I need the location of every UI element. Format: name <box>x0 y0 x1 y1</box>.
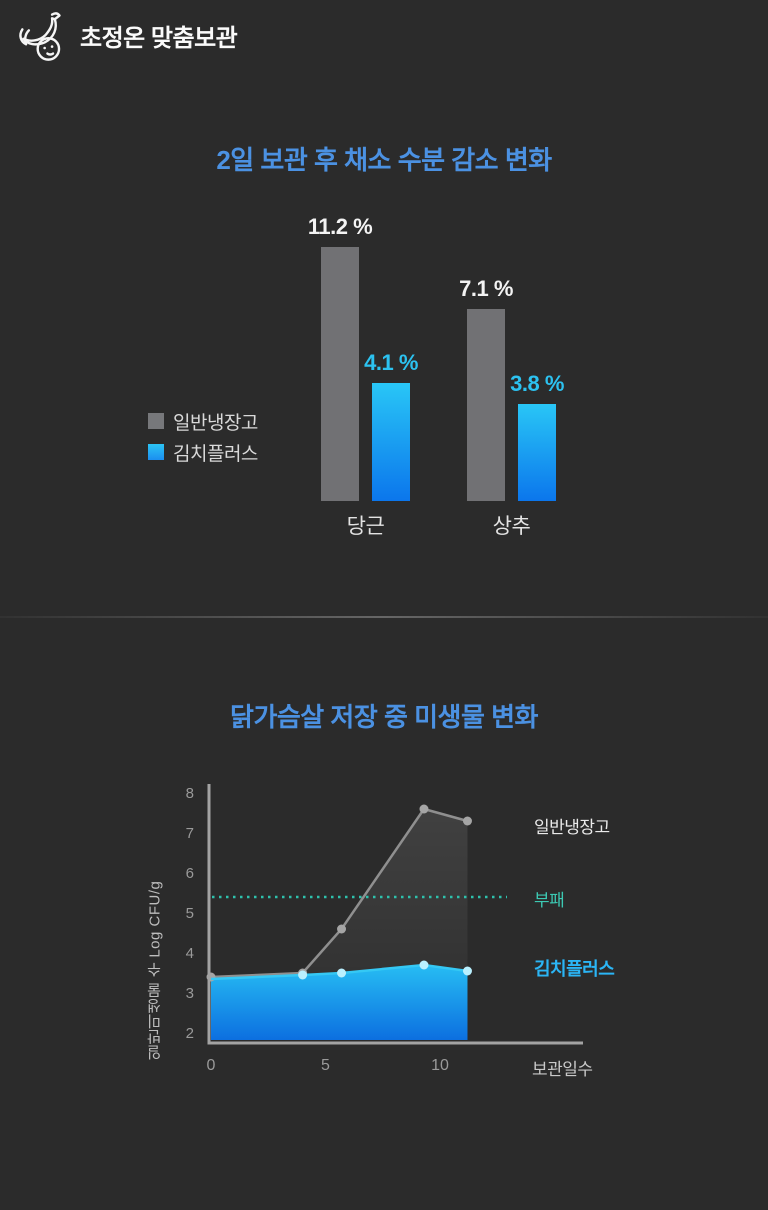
marker-normal-fridge <box>337 924 347 934</box>
category-label-1: 상추 <box>492 515 531 538</box>
section-divider <box>0 616 768 618</box>
bar-chart-legend: 일반냉장고 김치플러스 <box>148 412 258 474</box>
bar-value-label: 11.2 % <box>307 214 373 239</box>
app-header: 초정온 맞춤보관 <box>14 8 238 62</box>
marker-kimchi-plus <box>462 966 472 976</box>
x-tick-label: 5 <box>321 1057 330 1074</box>
x-axis-label: 보관일수 <box>532 1060 593 1079</box>
series-label-kimchi-plus: 김치플러스 <box>534 959 615 979</box>
bar-value-label: 4.1 % <box>364 350 418 375</box>
bar-normal-fridge-1 <box>467 309 505 501</box>
bar-value-label: 3.8 % <box>510 371 564 396</box>
marker-kimchi-plus <box>419 960 429 970</box>
gray-swatch-icon <box>148 413 164 429</box>
threshold-label-spoilage: 부패 <box>534 891 565 910</box>
marker-kimchi-plus <box>337 968 347 978</box>
microbe-line-chart: 2 3 4 5 6 7 8 0 5 10 <box>186 784 583 1074</box>
bar-normal-fridge-0 <box>321 247 359 501</box>
y-axis-label: 일반미생물 수 Log CFU/g <box>146 880 164 1060</box>
app-title: 초정온 맞춤보관 <box>80 24 238 52</box>
blue-area-fill <box>211 965 468 1040</box>
fruit-banana-icon <box>14 8 66 62</box>
category-label-0: 당근 <box>346 515 385 538</box>
moisture-chart-title: 2일 보관 후 채소 수분 감소 변화 <box>216 145 552 175</box>
bar-kimchi-plus-0 <box>372 383 410 501</box>
legend-item-kimchi-plus: 김치플러스 <box>148 443 258 465</box>
legend-label-normal-fridge: 일반냉장고 <box>173 412 258 434</box>
y-tick-label: 6 <box>186 865 194 882</box>
marker-normal-fridge <box>419 804 429 814</box>
y-tick-label: 4 <box>186 945 194 962</box>
bar-value-label: 7.1 % <box>459 276 513 301</box>
moisture-bar-chart: 11.2 % 4.1 % 당근 7.1 % 3.8 % 상추 <box>0 0 768 560</box>
x-tick-label: 0 <box>207 1057 216 1074</box>
y-tick-label: 3 <box>186 985 194 1002</box>
series-label-normal-fridge: 일반냉장고 <box>534 818 610 837</box>
blue-swatch-icon <box>148 444 164 460</box>
legend-label-kimchi-plus: 김치플러스 <box>173 443 258 465</box>
x-tick-label: 10 <box>431 1057 449 1074</box>
y-tick-label: 2 <box>186 1025 194 1042</box>
y-tick-label: 5 <box>186 905 194 922</box>
microbe-chart-title: 닭가슴살 저장 중 미생물 변화 <box>230 702 538 732</box>
bar-kimchi-plus-1 <box>518 404 556 501</box>
marker-kimchi-plus <box>298 970 308 980</box>
y-tick-label: 8 <box>186 785 194 802</box>
marker-normal-fridge <box>462 816 472 826</box>
y-tick-label: 7 <box>186 825 194 842</box>
legend-item-normal-fridge: 일반냉장고 <box>148 412 258 434</box>
